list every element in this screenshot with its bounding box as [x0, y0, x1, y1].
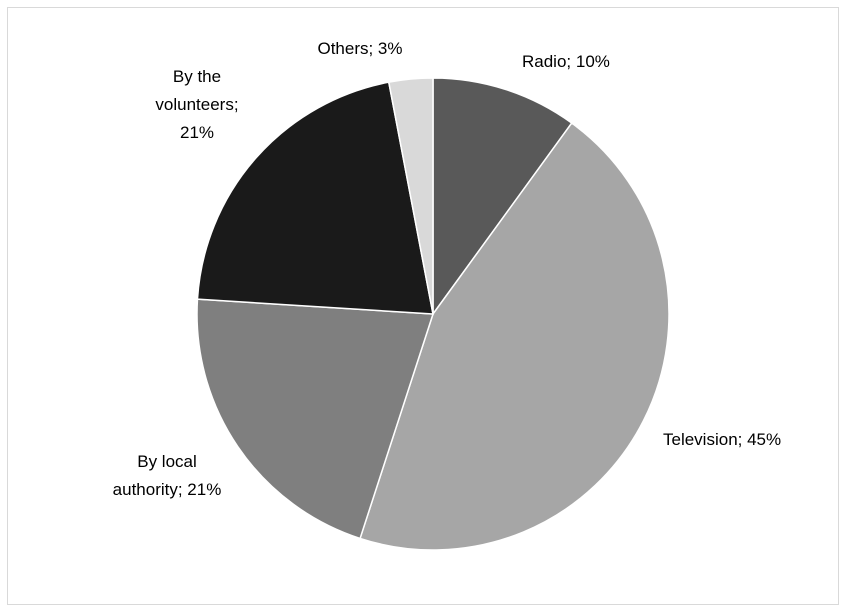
data-label-radio: Radio; 10% — [522, 52, 610, 71]
data-label-by-the-volunteers: By the volunteers; 21% — [155, 67, 238, 142]
data-label-television: Television; 45% — [663, 430, 781, 449]
pie-slice-by-the-volunteers — [196, 81, 434, 315]
pie-slice-television — [359, 122, 670, 551]
pie-slice-radio — [432, 77, 573, 317]
data-label-by-local-authority: By local authority; 21% — [113, 452, 222, 499]
data-label-others: Others; 3% — [317, 39, 402, 58]
pie-slice-by-local-authority — [196, 298, 435, 540]
pie-slice-others — [387, 77, 434, 315]
